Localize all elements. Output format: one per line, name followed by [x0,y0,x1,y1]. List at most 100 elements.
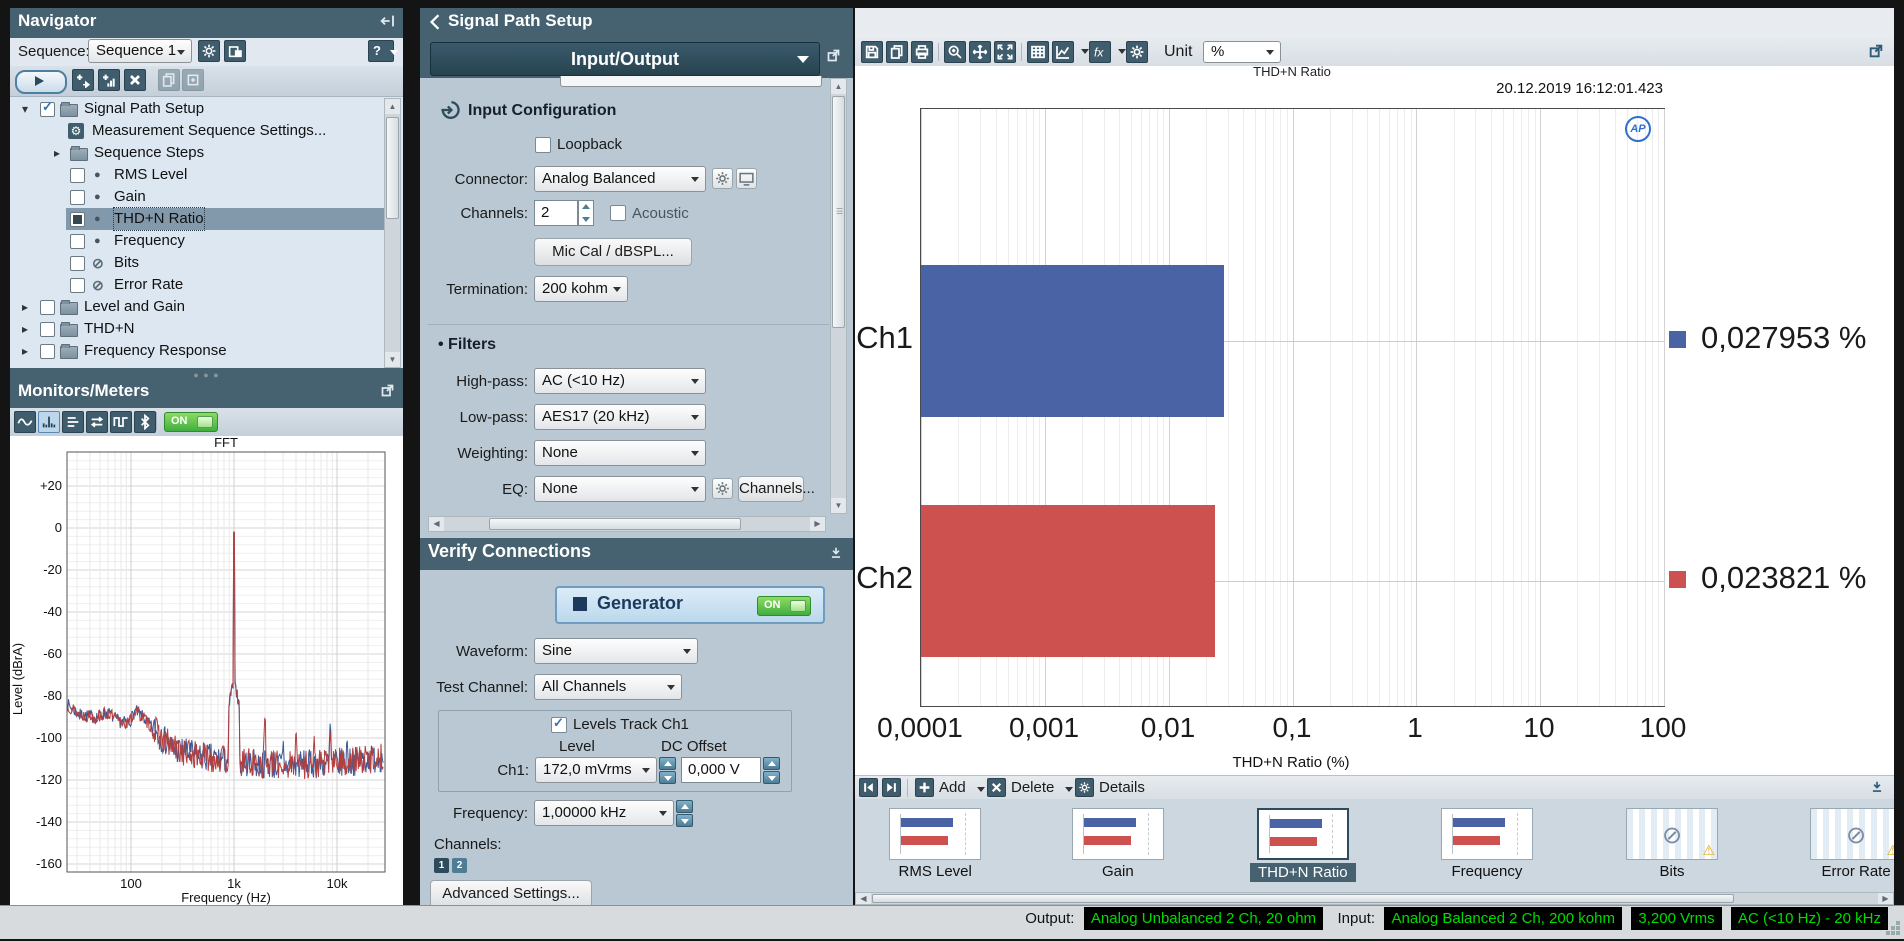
thumbnail-label-error-rate[interactable]: Error Rate [1821,863,1891,880]
tree-item-label[interactable]: Gain [114,188,146,205]
graph-type-icon-caret[interactable] [1081,49,1089,54]
thumbnail-frequency[interactable] [1441,808,1533,860]
thumbnail-label-gain[interactable]: Gain [1102,863,1134,880]
tree-checkbox[interactable] [70,190,85,205]
generator-toggle-button[interactable]: Generator ON [555,586,825,624]
tree-item-label[interactable]: Bits [114,254,140,271]
thdn-plot[interactable] [920,108,1665,707]
table-view-icon[interactable] [1027,41,1049,63]
tree-item-label[interactable]: Frequency [114,232,185,249]
tree-checkbox[interactable] [40,344,55,359]
fft-monitor-icon[interactable] [38,411,60,433]
tree-item-gain[interactable]: ● Gain [10,186,384,208]
resize-grip[interactable] [1896,921,1900,925]
zoom-in-icon[interactable] [944,41,966,63]
tree-item-label[interactable]: Frequency Response [84,342,227,359]
expander-icon[interactable]: ▸ [22,300,29,314]
mic-cal-button[interactable]: Mic Cal / dBSPL... [534,238,692,266]
add-measurement-icon[interactable] [98,69,120,91]
tree-item-label[interactable]: THD+N [84,320,135,337]
thumbnail-label-frequency[interactable]: Frequency [1451,863,1523,880]
low-pass-dropdown[interactable]: AES17 (20 kHz) [534,404,706,430]
ch1-level-dropdown[interactable]: 172,0 mVrms [535,757,657,783]
pan-icon[interactable] [969,41,991,63]
thumbnails-scrollbar[interactable]: ◀ ▶ [855,892,1894,905]
delete-measurement-icon[interactable] [987,778,1006,797]
tree-item-label[interactable]: Error Rate [114,276,184,293]
test-channel-dropdown[interactable]: All Channels [534,674,682,700]
levels-track-checkbox[interactable] [551,715,567,733]
last-measurement-icon[interactable] [882,778,901,797]
loopback-checkbox[interactable] [535,137,551,153]
tree-item-label[interactable]: Level and Gain [84,298,185,315]
tree-checkbox[interactable] [40,99,55,117]
back-icon[interactable] [428,14,442,35]
view-selector-dropdown[interactable]: Input/Output [430,42,820,76]
add-label[interactable]: Add [939,779,966,796]
thumbnail-label-bits[interactable]: Bits [1659,863,1685,880]
expander-icon[interactable]: ▾ [22,102,29,116]
tree-item-signal-path-setup[interactable]: ▾ Signal Path Setup [10,98,384,120]
details-label[interactable]: Details [1099,779,1145,796]
tree-checkbox[interactable] [70,234,85,249]
sequence-settings-button[interactable] [198,40,220,62]
tree-item-rms-level[interactable]: ● RMS Level [10,164,384,186]
filters-channels-button[interactable]: Channels... [738,476,815,502]
graph-settings-icon[interactable] [1126,41,1148,63]
thumbnail-error-rate[interactable]: ⊘ ⚠ [1810,808,1894,860]
print-icon[interactable] [911,41,933,63]
tree-checkbox[interactable] [40,322,55,337]
tree-item-error-rate[interactable]: ⊘ Error Rate [10,274,384,296]
tree-item-thd-n-ratio[interactable]: ● THD+N Ratio [10,207,384,231]
signal-path-vscrollbar[interactable]: ▲ ☰ ▼ [830,78,847,514]
graph-type-icon[interactable] [1052,41,1074,63]
connector-settings-button[interactable] [712,168,733,189]
fx-icon[interactable]: fx [1089,41,1111,63]
copy-icon[interactable] [886,41,908,63]
tree-item-measurement-sequence-settings[interactable]: ⚙ Measurement Sequence Settings... [10,120,384,142]
verify-collapse-icon[interactable] [829,546,843,565]
run-sequence-button[interactable] [15,70,67,94]
delete-caret-icon[interactable] [1065,787,1073,792]
tree-item-level-and-gain[interactable]: ▸ Level and Gain [10,296,384,318]
ch1-level-spinner[interactable] [659,757,676,785]
sine-monitor-icon[interactable] [14,411,36,433]
connector-dropdown[interactable]: Analog Balanced [534,166,706,192]
tree-scrollbar[interactable]: ▲ ▼ [384,98,401,368]
tree-item-frequency[interactable]: ● Frequency [10,230,384,252]
tree-item-label[interactable]: Measurement Sequence Settings... [92,122,327,139]
delete-label[interactable]: Delete [1011,779,1055,796]
tree-item-sequence-steps[interactable]: ▸ Sequence Steps [10,142,384,164]
dock-left-icon[interactable] [379,13,395,34]
delete-item-icon[interactable] [124,69,146,91]
add-step-icon[interactable] [72,69,94,91]
tree-checkbox[interactable] [70,256,85,271]
advanced-settings-button[interactable]: Advanced Settings... [430,880,592,905]
panel-splitter[interactable]: ● ● ● [10,368,403,380]
first-measurement-icon[interactable] [859,778,878,797]
thumbnail-gain[interactable] [1072,808,1164,860]
add-caret-icon[interactable] [977,787,985,792]
signal-path-hscrollbar[interactable]: ◀ ▶ [428,516,826,532]
bluetooth-monitor-icon[interactable] [134,411,156,433]
frequency-spinner[interactable] [676,800,693,828]
meters-monitor-icon[interactable] [62,411,84,433]
fx-icon-caret[interactable] [1118,49,1126,54]
weighting-dropdown[interactable]: None [534,440,706,466]
ch1-dc-spinner[interactable] [763,757,780,785]
unit-dropdown[interactable]: % [1203,41,1281,63]
tree-item-thd-n[interactable]: ▸ THD+N [10,318,384,340]
thumbnail-thd-n-ratio[interactable] [1257,808,1349,860]
connector-monitor-button[interactable] [736,168,757,189]
signal-path-popout-icon[interactable] [826,48,841,68]
sequence-select[interactable]: Sequence 1 [88,39,192,63]
tree-item-label[interactable]: Sequence Steps [94,144,205,161]
sequencer-collapse-icon[interactable] [1870,780,1884,799]
tree-item-bits[interactable]: ⊘ Bits [10,252,384,274]
eq-settings-button[interactable] [712,478,733,499]
expander-icon[interactable]: ▸ [54,146,61,160]
add-measurement-button-icon[interactable] [915,778,934,797]
details-icon[interactable] [1075,778,1094,797]
frequency-dropdown[interactable]: 1,00000 kHz [534,800,674,826]
channels-spinner[interactable] [578,200,594,226]
